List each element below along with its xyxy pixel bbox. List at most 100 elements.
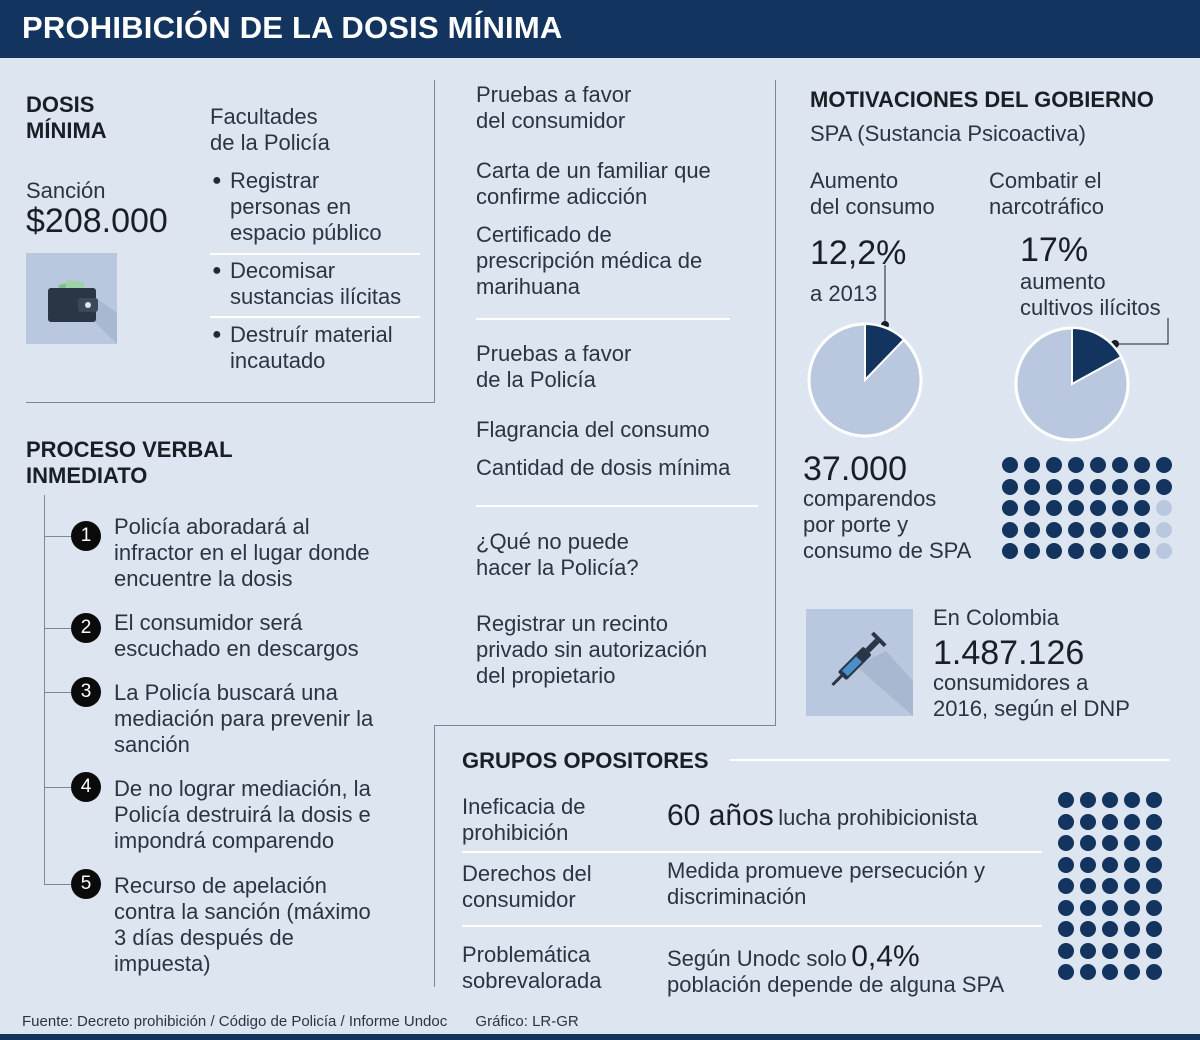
- facultades-title-1: Facultades: [210, 104, 318, 129]
- opositores-dot-grid: [1058, 792, 1168, 992]
- opositor-2-label-2: consumidor: [462, 887, 576, 912]
- grid-dot: [1068, 478, 1084, 495]
- grid-dot: [1080, 942, 1096, 959]
- prueba-policia-2: Cantidad de dosis mínima: [476, 455, 731, 480]
- footer-bar: [0, 1034, 1200, 1040]
- divider: [434, 725, 776, 726]
- dosis-title-1: DOSIS: [26, 92, 95, 117]
- facultad-3-line-2: incautado: [230, 348, 326, 373]
- grid-dot: [1134, 478, 1150, 495]
- step-1-line-1: Policía aboradará al: [114, 514, 310, 539]
- facultad-1-line-1: Registrar: [230, 168, 320, 193]
- grid-dot: [1090, 521, 1106, 538]
- facultad-3-line-1: Destruír material: [230, 322, 393, 347]
- colombia-line-3: 2016, según el DNP: [933, 696, 1130, 721]
- grid-dot: [1102, 813, 1118, 830]
- opositor-1-label-1: Ineficacia de: [462, 794, 586, 819]
- grid-dot: [1124, 921, 1140, 937]
- prueba-consumidor-2-line-2: prescripción médica de: [476, 248, 703, 273]
- grid-dot: [1024, 500, 1040, 516]
- timeline-tick: [44, 536, 72, 537]
- grid-dot: [1156, 500, 1172, 516]
- timeline-tick: [44, 692, 72, 693]
- step-2-line-2: escuchado en descargos: [114, 636, 359, 661]
- opositor-3-big: 0,4%: [851, 940, 920, 973]
- grid-dot: [1102, 964, 1118, 980]
- divider: [434, 725, 435, 987]
- opositor-3-label-1: Problemática: [462, 942, 591, 967]
- step-number-4: 4: [71, 772, 101, 802]
- grid-dot: [1112, 521, 1128, 538]
- divider: [26, 402, 435, 403]
- opositor-2-label-1: Derechos del: [462, 861, 592, 886]
- divider: [210, 316, 420, 318]
- grid-dot: [1046, 521, 1062, 538]
- grid-dot: [1058, 813, 1074, 830]
- grid-dot: [1068, 543, 1084, 559]
- grid-dot: [1112, 457, 1128, 473]
- grid-dot: [1002, 500, 1018, 516]
- combatir-pie-chart: [1014, 318, 1169, 442]
- grid-dot: [1146, 921, 1162, 937]
- step-number-1: 1: [71, 521, 101, 551]
- step-1-line-3: encuentre la dosis: [114, 566, 293, 591]
- combatir-note-1: aumento: [1020, 269, 1106, 294]
- grid-dot: [1024, 521, 1040, 538]
- step-5-line-1: Recurso de apelación: [114, 873, 327, 898]
- comparendos-line-3: consumo de SPA: [803, 538, 972, 563]
- grid-dot: [1102, 878, 1118, 894]
- grid-dot: [1068, 457, 1084, 473]
- syringe-icon: [806, 609, 913, 716]
- divider: [434, 80, 435, 402]
- prueba-policia-1: Flagrancia del consumo: [476, 417, 710, 442]
- step-3-line-2: mediación para prevenir la: [114, 706, 374, 731]
- grid-dot: [1112, 543, 1128, 559]
- pruebas-consumidor-title-2: del consumidor: [476, 108, 626, 133]
- aumento-note: a 2013: [810, 281, 878, 306]
- combatir-value: 17%: [1020, 231, 1089, 269]
- opositor-2-line-2: discriminación: [667, 884, 807, 909]
- grid-dot: [1134, 521, 1150, 538]
- grid-dot: [1124, 964, 1140, 980]
- timeline-tick: [44, 884, 72, 885]
- grid-dot: [1080, 835, 1096, 851]
- prueba-consumidor-2-line-1: Certificado de: [476, 222, 612, 247]
- aumento-title-2: del consumo: [810, 194, 935, 219]
- opositor-3-pre: Según Unodc solo: [667, 946, 847, 971]
- bullet-icon: ●: [212, 326, 222, 343]
- grid-dot: [1058, 792, 1074, 808]
- footer-text: Fuente: Decreto prohibición / Código de …: [22, 1013, 579, 1030]
- grid-dot: [1080, 878, 1096, 894]
- grid-dot: [1002, 521, 1018, 538]
- proceso-title-2: INMEDIATO: [26, 463, 148, 488]
- grid-dot: [1146, 856, 1162, 873]
- facultad-2-line-2: sustancias ilícitas: [230, 284, 402, 309]
- grid-dot: [1080, 899, 1096, 916]
- footer-credit: Gráfico: LR-GR: [475, 1013, 579, 1030]
- grid-dot: [1002, 543, 1018, 559]
- grid-dot: [1024, 457, 1040, 473]
- aumento-value: 12,2%: [810, 234, 907, 272]
- motivaciones-title: MOTIVACIONES DEL GOBIERNO: [810, 87, 1154, 112]
- grid-dot: [1124, 942, 1140, 959]
- grid-dot: [1058, 942, 1074, 959]
- pie-highlight-slice: [864, 322, 906, 383]
- pruebas-consumidor-title-1: Pruebas a favor: [476, 82, 632, 107]
- grid-dot: [1124, 792, 1140, 808]
- dosis-title-2: MÍNIMA: [26, 118, 107, 143]
- grid-dot: [1090, 457, 1106, 473]
- grid-dot: [1090, 478, 1106, 495]
- step-4-line-3: impondrá comparendo: [114, 828, 335, 853]
- combatir-note-2: cultivos ilícitos: [1020, 295, 1161, 320]
- opositor-1-text: 60 años lucha prohibicionista: [667, 799, 978, 833]
- grid-dot: [1080, 792, 1096, 808]
- divider: [462, 851, 1042, 853]
- timeline-tick: [44, 787, 72, 788]
- grid-dot: [1102, 942, 1118, 959]
- step-2-line-1: El consumidor será: [114, 610, 303, 635]
- grid-dot: [1124, 899, 1140, 916]
- grid-dot: [1156, 457, 1172, 473]
- grid-dot: [1102, 899, 1118, 916]
- divider: [730, 759, 1170, 761]
- pruebas-policia-title-2: de la Policía: [476, 367, 596, 392]
